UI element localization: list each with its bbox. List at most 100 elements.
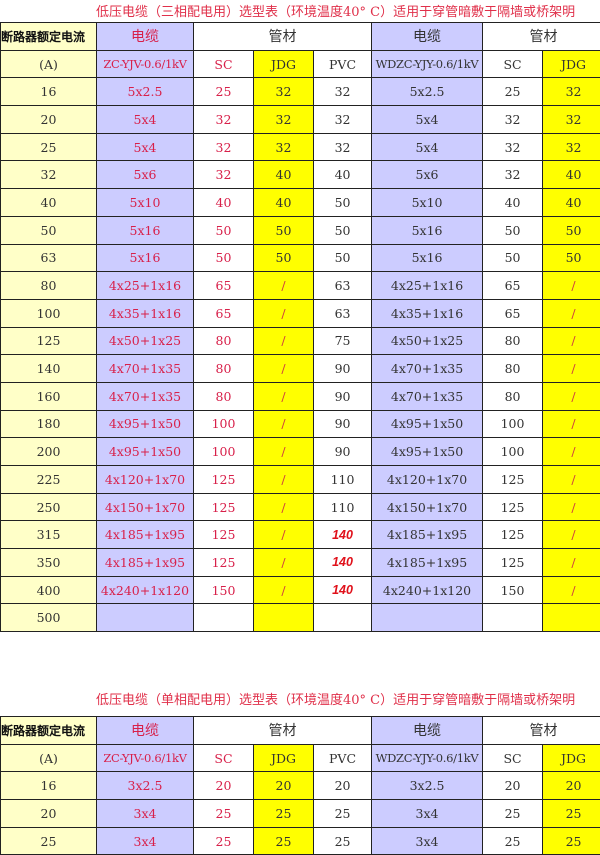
sc-conduit-left-cell: 32 bbox=[194, 161, 254, 189]
cable-zc-yjv-cell: 5x4 bbox=[97, 133, 194, 161]
cable-wdzc-yjy-cell: 3x2.5 bbox=[372, 772, 483, 800]
cable-header-left: 电缆 bbox=[97, 717, 194, 745]
pvc-conduit-cell: 25 bbox=[314, 800, 372, 828]
sc-conduit-right-cell: 32 bbox=[483, 161, 543, 189]
cable-zc-yjv-cell bbox=[97, 604, 194, 632]
jdg-conduit-right-cell: / bbox=[543, 355, 600, 383]
breaker-current-cell: 250 bbox=[1, 493, 97, 521]
pvc-conduit-cell: 32 bbox=[314, 78, 372, 106]
cable-wdzc-yjy-cell: 5x16 bbox=[372, 244, 483, 272]
pvc-conduit-cell: 140 bbox=[314, 521, 372, 549]
breaker-current-cell: 63 bbox=[1, 244, 97, 272]
jdg-conduit-left-cell: / bbox=[254, 549, 314, 577]
sc-conduit-left-cell: 50 bbox=[194, 216, 254, 244]
sc-conduit-right-cell: 50 bbox=[483, 244, 543, 272]
jdg-conduit-left-subheader: JDG bbox=[254, 744, 314, 772]
pvc-conduit-cell: 90 bbox=[314, 382, 372, 410]
cable-zc-yjv-cell: 3x2.5 bbox=[97, 772, 194, 800]
jdg-conduit-right-cell: 25 bbox=[543, 800, 600, 828]
sc-conduit-right-cell: 125 bbox=[483, 493, 543, 521]
jdg-conduit-right-cell: 32 bbox=[543, 133, 600, 161]
sc-conduit-left-cell: 150 bbox=[194, 576, 254, 604]
breaker-current-header: 断路器额定电流 bbox=[1, 717, 97, 745]
jdg-conduit-right-cell: 20 bbox=[543, 772, 600, 800]
sc-conduit-right-subheader: SC bbox=[483, 744, 543, 772]
jdg-conduit-right-cell: / bbox=[543, 466, 600, 494]
sc-conduit-left-cell: 125 bbox=[194, 466, 254, 494]
cable-wdzc-yjy-cell: 5x10 bbox=[372, 189, 483, 217]
cable-wdzc-yjy-cell: 4x120+1x70 bbox=[372, 466, 483, 494]
breaker-current-subheader: (A) bbox=[1, 744, 97, 772]
sc-conduit-left-subheader: SC bbox=[194, 50, 254, 78]
cable-zc-yjv-cell: 4x185+1x95 bbox=[97, 549, 194, 577]
jdg-conduit-right-cell: / bbox=[543, 576, 600, 604]
pvc-conduit-cell: 140 bbox=[314, 549, 372, 577]
cable-header-left: 电缆 bbox=[97, 23, 194, 51]
sc-conduit-right-cell: 125 bbox=[483, 466, 543, 494]
sc-conduit-right-cell: 125 bbox=[483, 549, 543, 577]
breaker-current-cell: 25 bbox=[1, 133, 97, 161]
sc-conduit-right-cell: 50 bbox=[483, 216, 543, 244]
jdg-conduit-left-cell: / bbox=[254, 521, 314, 549]
cable-wdzc-yjy-cell: 4x25+1x16 bbox=[372, 272, 483, 300]
sc-conduit-left-cell: 80 bbox=[194, 327, 254, 355]
jdg-conduit-right-cell: / bbox=[543, 410, 600, 438]
table-title-three-phase: 低压电缆（三相配电用）选型表（环境温度40° C）适用于穿管暗敷于隔墙或桥架明 bbox=[96, 1, 575, 20]
jdg-conduit-right-cell: 50 bbox=[543, 244, 600, 272]
pvc-conduit-cell: 40 bbox=[314, 161, 372, 189]
cable-zc-yjv-cell: 5x10 bbox=[97, 189, 194, 217]
jdg-conduit-left-cell: / bbox=[254, 272, 314, 300]
sc-conduit-left-cell: 125 bbox=[194, 493, 254, 521]
sc-conduit-right-cell: 150 bbox=[483, 576, 543, 604]
sc-conduit-right-cell: 80 bbox=[483, 327, 543, 355]
conduit-header-left: 管材 bbox=[194, 717, 372, 745]
jdg-conduit-right-cell: / bbox=[543, 327, 600, 355]
jdg-conduit-left-cell: / bbox=[254, 493, 314, 521]
cable-zc-yjv-cell: 4x185+1x95 bbox=[97, 521, 194, 549]
jdg-conduit-left-cell: 32 bbox=[254, 106, 314, 134]
jdg-conduit-right-cell: / bbox=[543, 382, 600, 410]
breaker-current-cell: 100 bbox=[1, 299, 97, 327]
breaker-current-cell: 180 bbox=[1, 410, 97, 438]
jdg-conduit-left-cell: 20 bbox=[254, 772, 314, 800]
jdg-conduit-left-cell: 40 bbox=[254, 161, 314, 189]
sc-conduit-right-cell: 32 bbox=[483, 133, 543, 161]
sc-conduit-right-cell: 25 bbox=[483, 800, 543, 828]
breaker-current-cell: 140 bbox=[1, 355, 97, 383]
jdg-conduit-left-cell: 50 bbox=[254, 216, 314, 244]
breaker-current-cell: 16 bbox=[1, 78, 97, 106]
jdg-conduit-right-cell: 32 bbox=[543, 106, 600, 134]
cable-wdzc-yjy-cell: 5x4 bbox=[372, 106, 483, 134]
breaker-current-cell: 20 bbox=[1, 106, 97, 134]
pvc-conduit-cell: 32 bbox=[314, 133, 372, 161]
jdg-conduit-left-cell: 32 bbox=[254, 78, 314, 106]
cable-zc-yjv-cell: 4x120+1x70 bbox=[97, 466, 194, 494]
cable-header-right: 电缆 bbox=[372, 23, 483, 51]
jdg-conduit-left-cell bbox=[254, 604, 314, 632]
cable-zc-yjv-cell: 4x240+1x120 bbox=[97, 576, 194, 604]
sc-conduit-left-cell: 25 bbox=[194, 800, 254, 828]
jdg-conduit-right-cell: 40 bbox=[543, 161, 600, 189]
sc-conduit-right-cell: 65 bbox=[483, 299, 543, 327]
breaker-current-cell: 315 bbox=[1, 521, 97, 549]
breaker-current-header: 断路器额定电流 bbox=[1, 23, 97, 51]
cable-wdzc-yjy-cell: 5x4 bbox=[372, 133, 483, 161]
jdg-conduit-right-cell: / bbox=[543, 549, 600, 577]
sc-conduit-left-cell: 125 bbox=[194, 549, 254, 577]
cable-wdzc-yjy-cell: 3x4 bbox=[372, 800, 483, 828]
pvc-conduit-subheader: PVC bbox=[314, 50, 372, 78]
cable-zc-yjv-subheader: ZC-YJV-0.6/1kV bbox=[97, 744, 194, 772]
jdg-conduit-right-cell: / bbox=[543, 272, 600, 300]
jdg-conduit-left-cell: / bbox=[254, 410, 314, 438]
jdg-conduit-left-subheader: JDG bbox=[254, 50, 314, 78]
